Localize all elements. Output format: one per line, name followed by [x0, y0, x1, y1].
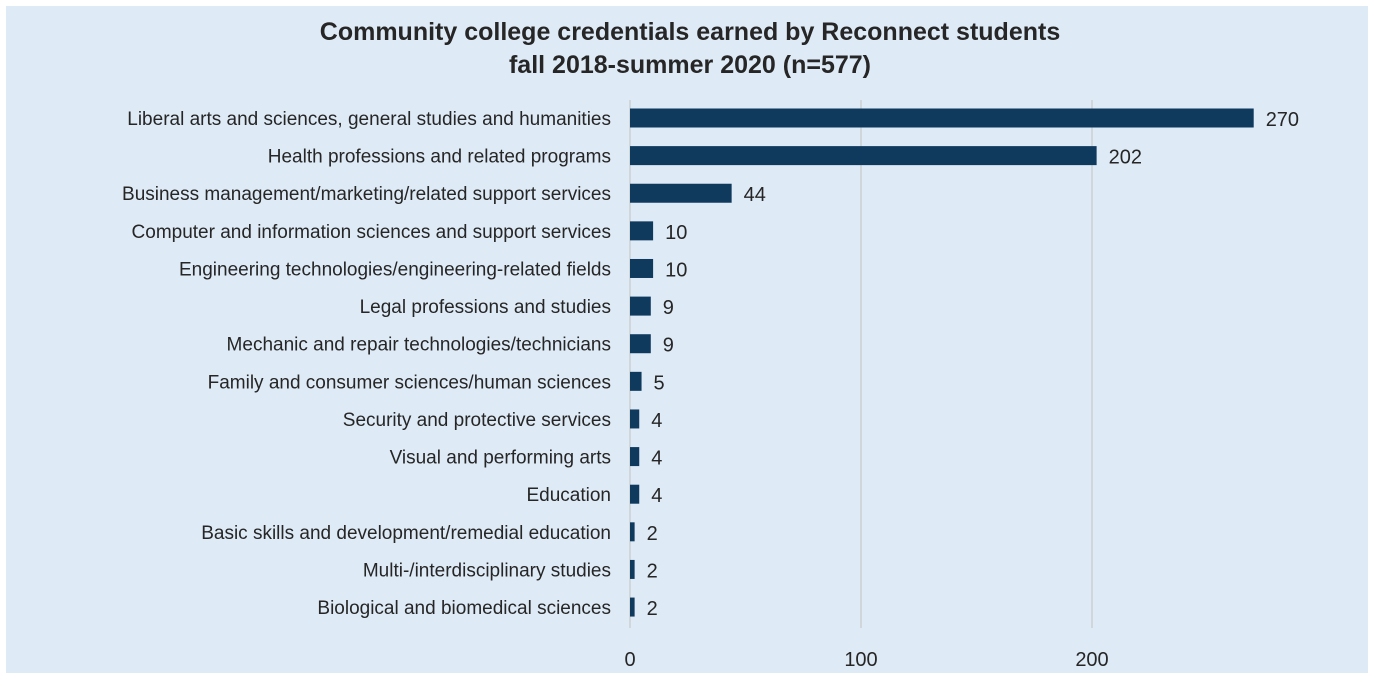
value-label: 4	[651, 448, 662, 470]
x-tick-label: 0	[624, 649, 635, 671]
bar	[630, 597, 635, 617]
value-label: 10	[665, 222, 687, 244]
category-label: Liberal arts and sciences, general studi…	[127, 109, 611, 130]
category-label: Mechanic and repair technologies/technic…	[227, 335, 611, 356]
category-label: Computer and information sciences and su…	[132, 222, 611, 243]
category-label: Education	[526, 485, 611, 506]
bar	[630, 559, 635, 579]
bar	[630, 334, 651, 354]
category-label: Basic skills and development/remedial ed…	[201, 523, 611, 544]
bar	[630, 221, 654, 241]
x-tick-label: 200	[1075, 649, 1108, 671]
value-label: 10	[665, 259, 687, 281]
value-label: 2	[647, 598, 658, 620]
value-label: 9	[663, 297, 674, 319]
bar	[630, 371, 642, 391]
category-label: Security and protective services	[343, 410, 611, 431]
category-label: Business management/marketing/related su…	[122, 184, 611, 205]
category-label: Legal professions and studies	[360, 297, 611, 318]
value-label: 4	[651, 410, 662, 432]
gridlines	[629, 100, 1093, 628]
category-label: Visual and performing arts	[390, 448, 611, 469]
value-label: 2	[647, 560, 658, 582]
value-label: 2	[647, 523, 658, 545]
category-label: Engineering technologies/engineering-rel…	[179, 259, 611, 280]
x-tick-label: 100	[844, 649, 877, 671]
value-label: 202	[1109, 147, 1142, 169]
bar	[630, 522, 635, 542]
x-axis-tick-labels: 0 100 200	[624, 649, 1108, 671]
chart-title-line: Community college credentials earned by …	[319, 18, 1061, 46]
chart-subtitle-line: fall 2018-summer 2020 (n=577)	[508, 51, 871, 79]
value-label: 9	[663, 335, 674, 357]
bars	[630, 108, 1254, 617]
bar	[630, 258, 654, 278]
category-label: Biological and biomedical sciences	[317, 598, 611, 619]
value-label: 270	[1266, 109, 1299, 131]
bar	[630, 484, 640, 504]
bar	[630, 296, 651, 316]
bar	[630, 183, 732, 203]
bar	[630, 146, 1097, 166]
category-labels: Liberal arts and sciences, general studi…	[122, 109, 611, 619]
category-label: Health professions and related programs	[268, 147, 611, 168]
value-label: 44	[744, 184, 766, 206]
bar	[630, 409, 640, 429]
category-label: Multi-/interdisciplinary studies	[363, 560, 611, 581]
category-label: Family and consumer sciences/human scien…	[208, 372, 611, 393]
bar	[630, 447, 640, 467]
value-label: 5	[654, 372, 665, 394]
chart-title: Community college credentials earned by …	[0, 16, 1374, 82]
value-label: 4	[651, 485, 662, 507]
bar	[630, 108, 1254, 128]
